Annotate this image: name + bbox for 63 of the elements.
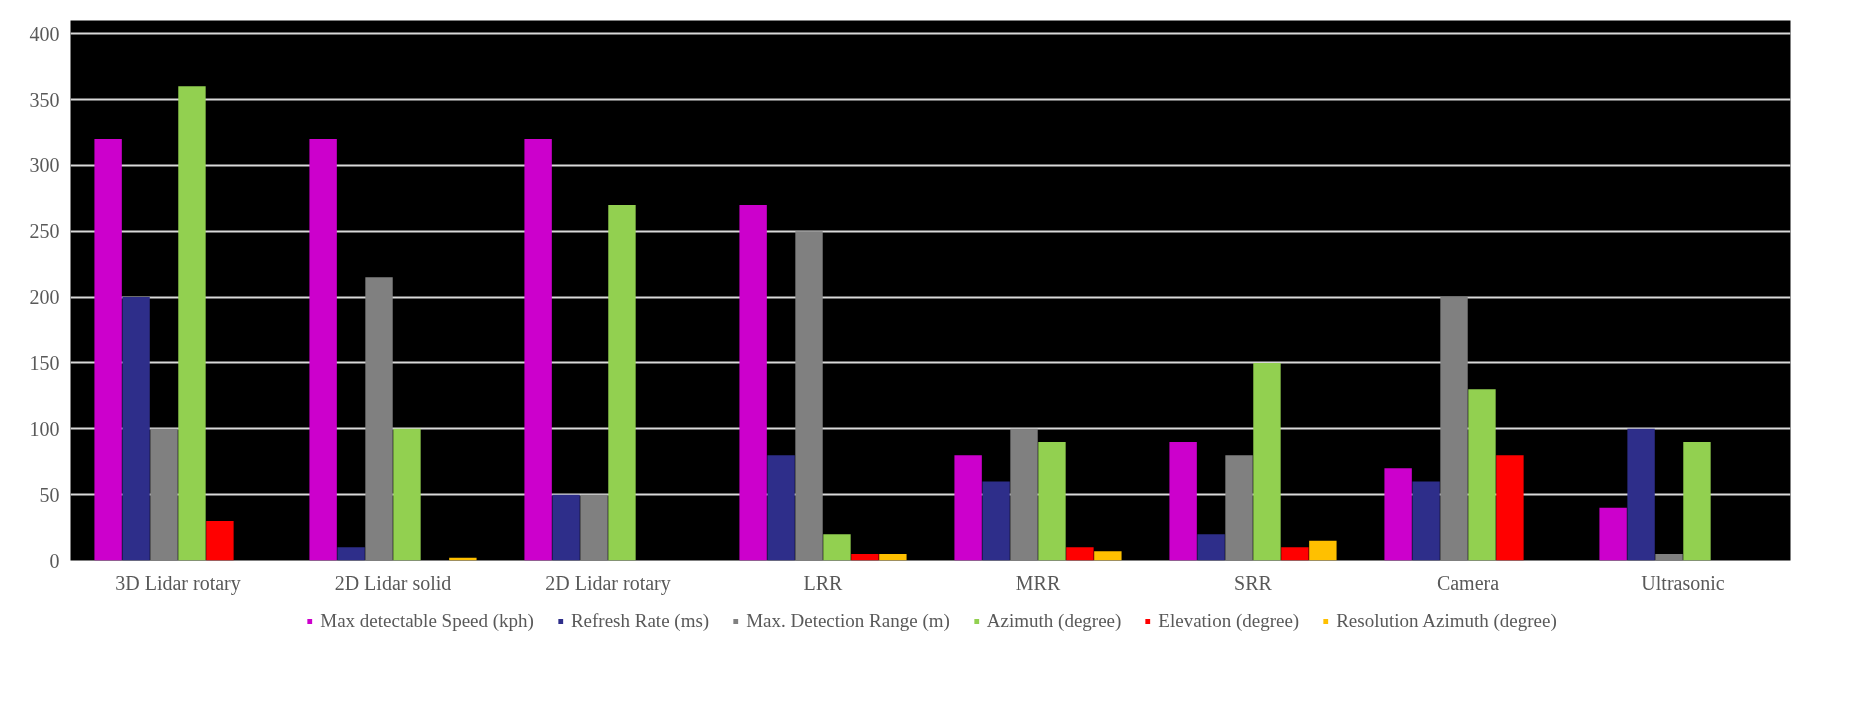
y-tick-label: 0 (49, 549, 60, 572)
x-tick-label: 2D Lidar solid (334, 571, 452, 594)
bar (767, 455, 795, 561)
x-tick-label: Camera (1436, 571, 1500, 594)
bar (1197, 534, 1225, 561)
x-tick-label: MRR (1015, 571, 1061, 594)
bar (1038, 441, 1066, 561)
bar (1309, 540, 1337, 561)
y-tick-label: 350 (29, 88, 60, 111)
y-tick-label: 300 (29, 154, 60, 177)
bar (580, 494, 608, 561)
bar (1094, 551, 1122, 561)
x-tick-label: SRR (1234, 571, 1273, 594)
y-tick-label: 250 (29, 220, 60, 243)
x-tick-label: 3D Lidar rotary (115, 571, 241, 595)
bar (1066, 547, 1094, 561)
bar (1496, 455, 1524, 561)
legend-label: Elevation (degree) (1158, 610, 1300, 632)
legend-label: Max detectable Speed (kph) (320, 610, 534, 632)
bar (954, 455, 982, 561)
bar (365, 277, 393, 561)
bar (1599, 507, 1627, 561)
bar (982, 481, 1010, 561)
x-tick-label: 2D Lidar rotary (545, 571, 671, 595)
bar (94, 139, 122, 561)
bar (795, 231, 823, 561)
bar (1253, 362, 1281, 561)
bar (851, 553, 879, 561)
bar (1440, 297, 1468, 561)
bar (739, 204, 767, 561)
legend-label: Resolution Azimuth (degree) (1336, 610, 1557, 632)
y-tick-label: 50 (39, 483, 60, 506)
bar (552, 494, 580, 561)
y-tick-label: 150 (29, 351, 60, 374)
bar (122, 297, 150, 561)
bar (309, 139, 337, 561)
y-tick-label: 400 (29, 22, 60, 45)
bar (337, 547, 365, 561)
bar (178, 86, 206, 561)
bar (1225, 455, 1253, 561)
bar (1169, 441, 1197, 561)
bar (150, 428, 178, 561)
bar (1468, 389, 1496, 561)
legend-label: Azimuth (degree) (986, 610, 1122, 632)
legend-label: Refresh Rate (ms) (570, 610, 710, 632)
legend-label: Max. Detection Range (m) (746, 610, 950, 632)
x-tick-label: Ultrasonic (1641, 571, 1725, 594)
bar (1627, 428, 1655, 561)
bar (823, 534, 851, 561)
bar (1655, 553, 1683, 561)
bar (524, 139, 552, 561)
bar (1384, 468, 1412, 561)
bar (393, 428, 421, 561)
bar (1412, 481, 1440, 561)
bar (879, 553, 907, 561)
bar (1010, 428, 1038, 561)
y-tick-label: 100 (29, 417, 60, 440)
bar (608, 204, 636, 561)
bar (1281, 547, 1309, 561)
x-tick-label: LRR (803, 571, 844, 594)
bar (206, 520, 234, 561)
y-tick-label: 200 (29, 286, 60, 309)
bar (1683, 441, 1711, 561)
